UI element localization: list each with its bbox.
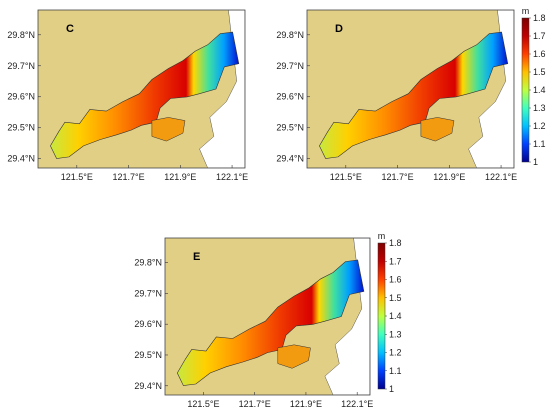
map-panel-e: E 121.5°E 121.7°E 121.9°E 122.1°E 29.4°N 29.5°… (134, 237, 373, 409)
colorbar-tick-label: 1.8 (389, 238, 402, 248)
y-tick-label: 29.6°N (134, 319, 162, 329)
colorbar-tick-label: 1.5 (533, 67, 546, 77)
colorbar-tick-label: 1.2 (389, 348, 402, 358)
y-tick-label: 29.8°N (7, 30, 35, 40)
colorbar-tick-label: 1.3 (389, 329, 402, 339)
map-panel-d: D 121.5°E 121.7°E 121.9°E 122.1°E 29.4°N 29.5°… (276, 9, 517, 182)
colorbar-bar (521, 17, 530, 163)
x-tick-label: 122.1°E (485, 172, 517, 182)
y-tick-label: 29.7°N (134, 288, 162, 298)
y-tick-label: 29.5°N (276, 123, 304, 133)
panel-label: C (66, 23, 74, 35)
map-content (176, 238, 370, 395)
x-tick-label: 121.9°E (433, 172, 465, 182)
colorbar-unit: m (522, 6, 530, 16)
panel-frame (164, 237, 371, 396)
map-panel-c: C 121.5°E 121.7°E 121.9°E 122.1°E 29.4°N 29.5°… (7, 9, 248, 182)
x-tick-label: 121.7°E (382, 172, 414, 182)
y-tick-label: 29.8°N (134, 258, 162, 268)
colorbar-unit: m (378, 231, 386, 241)
panel-label: E (193, 251, 200, 263)
colorbar-tick-label: 1.4 (533, 85, 546, 95)
colorbar: m 1 1.1 1.2 1.3 1.4 1.5 1.6 1.7 1.8 (521, 6, 546, 167)
side-bay-water (151, 117, 186, 142)
y-tick-label: 29.4°N (7, 154, 35, 164)
estuary-water (50, 31, 240, 159)
colorbar-tick-label: 1.7 (533, 31, 546, 41)
x-tick-label: 121.7°E (239, 399, 271, 409)
x-tick-label: 121.5°E (61, 172, 93, 182)
colorbar-tick-label: 1 (533, 157, 538, 167)
colorbar-tick-label: 1.4 (389, 311, 402, 321)
colorbar-tick-label: 1.8 (533, 13, 546, 23)
y-tick-label: 29.4°N (276, 154, 304, 164)
map-content (50, 10, 245, 168)
colorbar-tick-label: 1.2 (533, 121, 546, 131)
colorbar-bar (377, 242, 386, 390)
side-bay-water (420, 117, 455, 142)
y-tick-label: 29.6°N (276, 92, 304, 102)
y-tick-label: 29.7°N (276, 61, 304, 71)
colorbar-tick-label: 1.6 (533, 49, 546, 59)
colorbar-tick-label: 1.6 (389, 275, 402, 285)
x-tick-label: 121.9°E (290, 399, 322, 409)
map-content (319, 10, 514, 168)
y-tick-label: 29.4°N (134, 381, 162, 391)
x-tick-label: 121.5°E (187, 399, 219, 409)
side-bay-water (277, 344, 311, 369)
panel-label: D (335, 23, 343, 35)
y-tick-label: 29.5°N (7, 123, 35, 133)
colorbar-tick-label: 1.1 (389, 366, 402, 376)
estuary-water (319, 31, 509, 159)
y-tick-label: 29.7°N (7, 61, 35, 71)
panel-frame (37, 9, 246, 169)
x-tick-label: 121.5°E (330, 172, 362, 182)
y-tick-label: 29.8°N (276, 30, 304, 40)
x-tick-label: 122.1°E (341, 399, 373, 409)
colorbar-tick-label: 1.1 (533, 139, 546, 149)
panel-frame (306, 9, 515, 169)
x-tick-label: 121.7°E (113, 172, 145, 182)
colorbar-tick-label: 1.3 (533, 103, 546, 113)
estuary-water (176, 259, 365, 386)
x-tick-label: 121.9°E (164, 172, 196, 182)
y-tick-label: 29.5°N (134, 350, 162, 360)
colorbar-tick-label: 1.5 (389, 293, 402, 303)
colorbar: m 1 1.1 1.2 1.3 1.4 1.5 1.6 1.7 1.8 (377, 231, 402, 394)
y-tick-label: 29.6°N (7, 92, 35, 102)
colorbar-tick-label: 1 (389, 384, 394, 394)
colorbar-tick-label: 1.7 (389, 256, 402, 266)
x-tick-label: 122.1°E (216, 172, 248, 182)
